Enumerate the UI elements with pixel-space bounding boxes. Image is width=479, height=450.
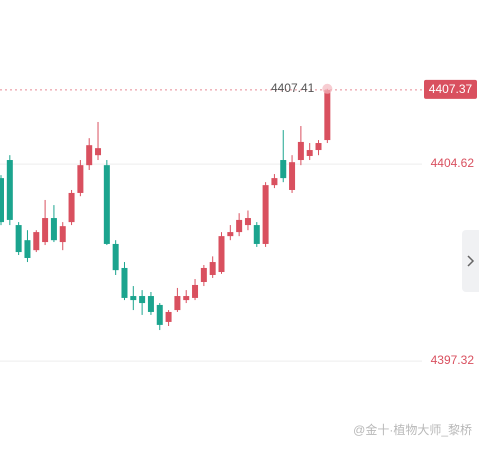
candle-body	[130, 296, 137, 301]
candle-body	[209, 262, 216, 275]
candle-body	[6, 160, 13, 220]
candle-body	[236, 219, 243, 233]
candle-body	[244, 218, 251, 226]
candle-body	[174, 296, 181, 311]
candle-body	[165, 311, 172, 322]
candle-body	[77, 165, 84, 193]
candle-body	[59, 226, 66, 243]
candle-body	[192, 284, 199, 298]
candle-body	[139, 296, 146, 304]
candle-body	[297, 141, 304, 161]
candle-body	[306, 150, 313, 156]
candle-body	[218, 236, 225, 273]
candle-body	[271, 178, 278, 186]
candle-body	[227, 232, 234, 237]
candle-body	[95, 148, 102, 156]
candle-body	[200, 267, 207, 283]
candle-body	[280, 160, 287, 179]
candle-body	[68, 192, 75, 223]
candle-body	[103, 165, 110, 244]
candle-body	[262, 185, 269, 244]
candle-body	[147, 296, 154, 312]
candle-body	[0, 178, 4, 223]
candle-body	[86, 145, 93, 166]
candle-body	[324, 89, 331, 141]
candle-body	[112, 243, 119, 271]
candle-body	[42, 218, 49, 243]
high-label: 4407.41	[271, 81, 315, 95]
high-marker	[322, 83, 333, 94]
candle-body	[50, 218, 57, 241]
watermark: @金十·植物大师_黎桥	[353, 422, 472, 437]
y-tick-label: 4404.62	[431, 156, 475, 170]
last-price-box	[424, 79, 477, 99]
candle-body	[253, 225, 260, 244]
last-price-label: 4407.37	[429, 82, 473, 96]
candle-body	[33, 232, 40, 251]
side-tab[interactable]	[462, 230, 479, 292]
candle-body	[121, 267, 128, 298]
candle-body	[315, 143, 322, 151]
candle-body	[15, 225, 22, 253]
candle-body	[183, 296, 190, 301]
side-tab-arrow[interactable]	[467, 255, 475, 267]
candle-body	[289, 162, 296, 190]
candle-body	[156, 304, 163, 325]
candle-body	[24, 240, 31, 258]
y-tick-label: 4397.32	[431, 353, 475, 367]
